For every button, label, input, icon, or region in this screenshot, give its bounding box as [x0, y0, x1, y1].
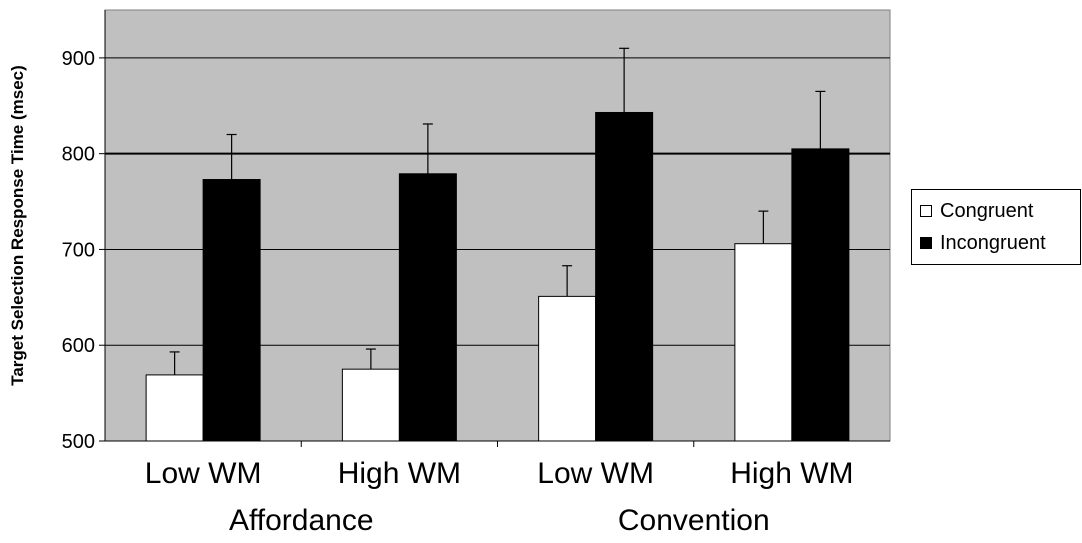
- legend-label-congruent: Congruent: [940, 199, 1034, 222]
- bar-incongruent-2: [595, 111, 654, 442]
- legend-swatch-congruent: [920, 205, 932, 217]
- bar-congruent-3: [734, 243, 793, 442]
- x-tick-label-2: Low WM: [537, 457, 654, 490]
- y-axis-label: Target Selection Response Time (msec): [8, 65, 27, 386]
- legend-item-congruent: Congruent: [920, 198, 1033, 224]
- bar-incongruent-1: [398, 173, 457, 442]
- bar-incongruent-0: [202, 179, 261, 442]
- group-label-0: Affordance: [229, 504, 374, 537]
- y-tick-label-500: 500: [62, 431, 95, 453]
- x-tick-label-1: High WM: [338, 457, 461, 490]
- legend: Congruent Incongruent: [911, 189, 1081, 265]
- y-tick-label-700: 700: [62, 239, 95, 261]
- y-tick-label-800: 800: [62, 144, 95, 166]
- x-tick-label-3: High WM: [730, 457, 853, 490]
- bar-congruent-2: [538, 295, 597, 442]
- bar-incongruent-3: [791, 148, 850, 442]
- legend-label-incongruent: Incongruent: [940, 231, 1046, 254]
- legend-swatch-incongruent: [920, 237, 932, 249]
- y-tick-label-600: 600: [62, 335, 95, 357]
- x-tick-label-0: Low WM: [145, 457, 262, 490]
- bar-congruent-0: [145, 374, 204, 442]
- legend-item-incongruent: Incongruent: [920, 230, 1046, 256]
- group-label-1: Convention: [618, 504, 770, 537]
- y-tick-label-900: 900: [62, 48, 95, 70]
- bar-congruent-1: [341, 368, 400, 442]
